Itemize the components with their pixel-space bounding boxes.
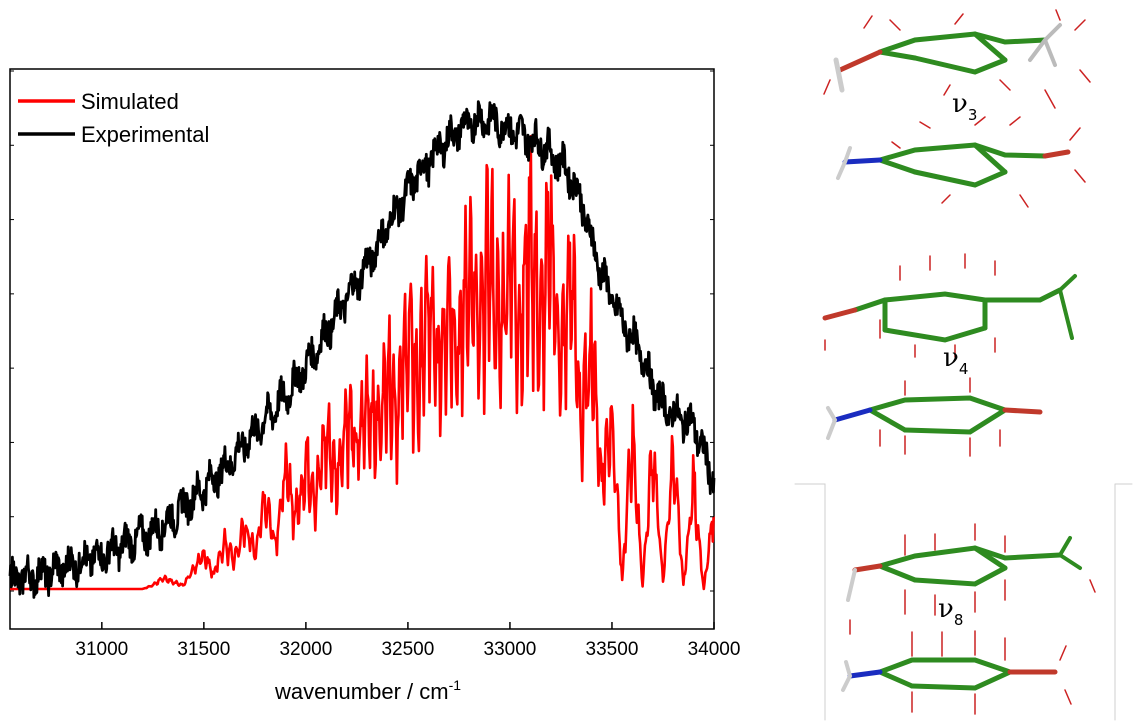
- mode-8-molecule-bottom: [841, 630, 1072, 715]
- mode-3-molecule-top: [823, 9, 1091, 109]
- mode-8-molecule-top: [846, 523, 1096, 635]
- tick-layer: 31000 31500 32000 32500 33000 33500 34000: [10, 70, 741, 660]
- plot-area: 31000 31500 32000 32500 33000 33500 34000: [8, 68, 741, 660]
- x-axis-title: wavenumber / cm-1: [274, 677, 461, 704]
- series-layer: [8, 100, 716, 599]
- x-tick-label: 31500: [177, 639, 230, 660]
- x-tick-label: 33500: [586, 639, 639, 660]
- mode-3-molecule-bottom: [836, 116, 1086, 208]
- x-axis-title-superscript: -1: [449, 677, 462, 693]
- series-line-experimental: [8, 100, 716, 599]
- series-line-simulated: [9, 135, 715, 591]
- x-tick-label: 33000: [484, 639, 537, 660]
- mode-4-molecule-bottom: [826, 377, 1043, 457]
- legend-label-experimental: Experimental: [81, 122, 209, 147]
- mode-4-label: ν4: [943, 343, 968, 378]
- mode-4-molecule-top: [822, 253, 1077, 358]
- legend: Simulated Experimental: [18, 89, 209, 147]
- mode-8-label: ν8: [938, 594, 963, 629]
- legend-label-simulated: Simulated: [81, 89, 179, 114]
- plot-frame: [9, 68, 715, 630]
- mode-8-frame: [794, 483, 1133, 721]
- x-tick-label: 31000: [75, 639, 128, 660]
- molecule-panels: ν3 ν4: [794, 9, 1133, 721]
- x-tick-label: 34000: [688, 639, 741, 660]
- x-tick-label: 32500: [381, 639, 434, 660]
- mode-3-label: ν3: [952, 89, 977, 124]
- x-tick-label: 32000: [279, 639, 332, 660]
